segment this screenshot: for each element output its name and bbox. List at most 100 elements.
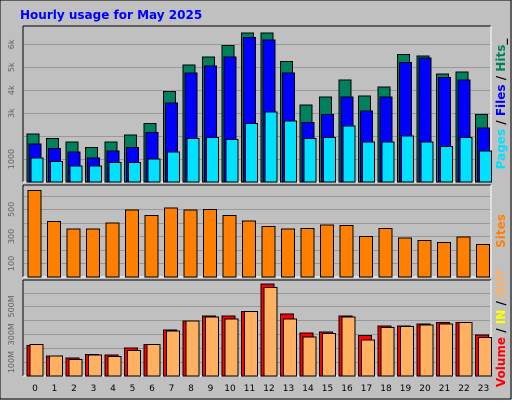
bar-kbytes-out [29,344,44,377]
x-tick-label-hour: 22 [458,384,469,394]
x-tick-label-hour: 1 [52,384,58,394]
bar-kbytes-out [263,287,278,377]
bar-pages [264,111,278,183]
x-tick-label-hour: 21 [439,384,450,394]
bar-sites [456,236,471,278]
chart-title: Hourly usage for May 2025 [20,8,202,22]
x-tick-label-hour: 3 [91,384,97,394]
bar-kbytes-out [146,344,161,377]
legend-sites: Sites [494,214,508,248]
bar-kbytes-out [127,349,141,377]
bar-kbytes-out [88,354,102,377]
bar-kbytes-out [205,316,219,377]
bar-pages [459,136,473,183]
bar-pages [69,165,83,183]
bar-kbytes-out [478,337,492,377]
legend-label-volume: Volume / IN / OUT [494,268,508,387]
legend-volume: Volume [494,337,508,387]
x-tick-label-hour: 7 [169,384,175,394]
bar-kbytes-out [68,358,83,377]
bar-kbytes-out [419,324,434,377]
y-tick-label-sites: 100 [7,256,16,271]
legend-label-hits-files-pages: Pages / Files / Hits_ [494,39,509,170]
bar-kbytes-out [166,330,180,377]
bar-pages [147,158,161,183]
bar-sites [203,208,217,278]
bar-pages [479,150,492,183]
x-tick-label-hour: 16 [341,384,353,394]
bar-sites [437,242,451,278]
bar-sites [86,228,100,278]
legend-hits: Hits [494,45,508,72]
x-tick-label-hour: 19 [400,384,412,394]
bar-pages [440,145,453,183]
legend-separator: / [494,297,508,310]
x-tick-label-hour: 14 [302,384,314,394]
y-tick-label-hits-files-pages: 6k [7,39,16,49]
bar-sites [261,225,276,278]
bar-pages [206,136,219,183]
bar-pages [186,137,200,183]
bar-sites [105,222,120,278]
y-tick-label-volume: 100M [7,351,16,373]
bar-sites [47,221,61,278]
x-tick-label-hour: 2 [71,384,77,394]
bar-sites [359,235,373,278]
x-tick-label-hour: 10 [224,384,236,394]
x-tick-label-hour: 12 [263,384,274,394]
y-tick-label-hits-files-pages: 4k [7,85,16,95]
x-tick-label-hour: 15 [322,384,333,394]
legend-separator: / [494,72,508,85]
bar-sites [242,220,256,278]
bar-pages [108,162,122,183]
x-tick-label-hour: 0 [32,384,38,394]
y-tick-label-volume: 500M [7,295,16,317]
x-tick-label-hour: 20 [419,384,431,394]
y-tick-label-hits-files-pages: 5k [7,62,16,72]
x-tick-label-hour: 9 [208,384,214,394]
bar-kbytes-out [400,326,414,377]
x-tick-label-hour: 18 [380,384,392,394]
bar-sites [66,228,81,278]
y-tick-label-hits-files-pages: 3k [7,108,16,118]
bar-kbytes-out [244,310,258,377]
bar-pages [225,139,239,183]
x-tick-label-hour: 5 [130,384,136,394]
bar-pages [381,141,395,183]
bar-kbytes-out [302,336,317,377]
bar-sites [417,239,432,278]
bar-pages [50,160,63,183]
bar-sites [398,237,412,278]
bar-kbytes-out [49,355,63,377]
x-tick-label-hour: 8 [188,384,194,394]
bar-sites [222,214,237,278]
bar-kbytes-out [322,333,336,377]
x-tick-label-hour: 4 [110,384,116,394]
y-tick-label-hits-files-pages: 1000 [7,149,16,169]
x-tick-label-hour: 6 [149,384,155,394]
bar-pages [342,125,356,183]
legend-separator: / [494,324,508,337]
bar-sites [476,244,490,278]
bar-sites [144,214,159,278]
bar-kbytes-out [224,318,239,377]
x-tick-label-hour: 13 [283,384,294,394]
bar-kbytes-out [380,326,395,377]
legend-in: IN [494,310,508,325]
bar-sites [339,225,354,278]
bar-pages [128,162,141,183]
legend-separator: _ [494,39,509,45]
bar-sites [300,227,315,278]
bar-pages [362,141,375,183]
legend-separator: / [494,116,508,129]
bar-pages [30,157,44,183]
bar-kbytes-out [439,323,453,377]
bar-sites [281,228,295,278]
legend-label-sites: Sites [494,214,508,248]
bar-kbytes-out [458,321,473,377]
y-tick-label-sites: 300 [7,229,16,244]
x-tick-label-hour: 23 [478,384,489,394]
bar-sites [27,189,42,278]
bar-sites [125,209,139,278]
